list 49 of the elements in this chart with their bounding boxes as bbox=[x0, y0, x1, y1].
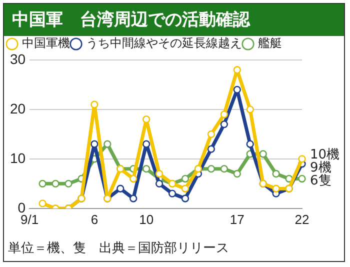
point bbox=[142, 140, 150, 148]
point bbox=[298, 174, 306, 183]
text: 単位＝機、隻 出典＝国防部リリース bbox=[8, 240, 229, 257]
point bbox=[246, 140, 254, 148]
y-tick-label: 10 bbox=[10, 150, 26, 166]
point bbox=[233, 86, 241, 94]
point bbox=[155, 180, 164, 188]
point bbox=[181, 194, 190, 202]
point bbox=[207, 145, 216, 153]
point bbox=[104, 140, 112, 148]
legend-label: 中国軍機 bbox=[22, 36, 70, 50]
point bbox=[168, 190, 176, 198]
point bbox=[298, 155, 306, 163]
point bbox=[155, 170, 164, 178]
annotation: 6隻 bbox=[310, 173, 332, 188]
point bbox=[220, 164, 228, 173]
x-tick-label: 6 bbox=[90, 212, 98, 227]
legend-label: 艦艇 bbox=[258, 36, 282, 50]
point bbox=[38, 200, 46, 208]
point bbox=[259, 150, 267, 158]
point bbox=[116, 184, 124, 192]
point bbox=[90, 100, 98, 108]
legend-label: うち中間線やその延長線越え bbox=[86, 36, 242, 50]
point bbox=[142, 164, 150, 173]
point bbox=[207, 164, 216, 173]
point bbox=[233, 66, 241, 74]
point bbox=[38, 180, 46, 188]
point bbox=[130, 194, 138, 202]
point bbox=[181, 184, 190, 192]
x-tick-label: 10 bbox=[139, 212, 154, 227]
y-tick-label: 30 bbox=[10, 50, 26, 67]
x-tick-label: 17 bbox=[230, 212, 244, 227]
chart-title: 中国軍 台湾周辺での活動確認 bbox=[4, 4, 344, 36]
y-tick-label: 20 bbox=[10, 100, 26, 116]
x-tick-label: 22 bbox=[294, 212, 310, 227]
point bbox=[233, 170, 241, 178]
point bbox=[220, 110, 228, 118]
point bbox=[220, 120, 228, 128]
point bbox=[207, 130, 216, 138]
point bbox=[90, 140, 98, 148]
point bbox=[52, 180, 60, 188]
point bbox=[142, 116, 150, 124]
point bbox=[64, 180, 72, 188]
annotation: 9機 bbox=[310, 160, 332, 176]
point bbox=[181, 174, 190, 183]
point bbox=[272, 170, 280, 178]
point bbox=[130, 174, 138, 183]
point bbox=[272, 184, 280, 192]
point bbox=[246, 106, 254, 114]
